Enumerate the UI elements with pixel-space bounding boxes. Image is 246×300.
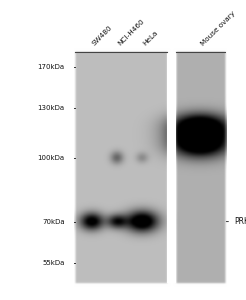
- Text: SW480: SW480: [91, 25, 114, 47]
- Text: 170kDa: 170kDa: [38, 64, 65, 70]
- Bar: [167, 52, 176, 283]
- Text: 100kDa: 100kDa: [38, 154, 65, 160]
- Text: PRKD3: PRKD3: [226, 217, 246, 226]
- Text: 130kDa: 130kDa: [38, 105, 65, 111]
- Text: 70kDa: 70kDa: [42, 219, 65, 225]
- Text: 55kDa: 55kDa: [42, 260, 65, 266]
- Text: Mouse ovary: Mouse ovary: [200, 10, 236, 47]
- Text: HeLa: HeLa: [142, 30, 159, 47]
- Text: NCI-H460: NCI-H460: [117, 18, 145, 47]
